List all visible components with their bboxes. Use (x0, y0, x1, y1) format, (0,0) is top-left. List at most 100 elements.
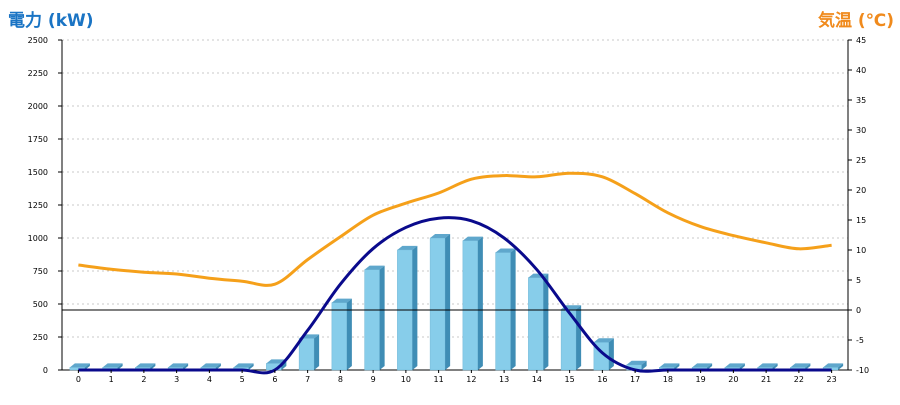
bar (298, 338, 315, 371)
temperature-line (78, 171, 832, 287)
bar-side (215, 363, 221, 370)
bar-side (248, 363, 254, 370)
left-tick-label: 0 (43, 366, 48, 375)
bar-side (346, 298, 352, 370)
x-tick-label: 10 (401, 375, 411, 384)
bar-top (823, 363, 844, 368)
bar-side (772, 363, 778, 370)
bar-side (707, 363, 713, 370)
x-tick-label: 22 (794, 375, 804, 384)
bar-top (364, 265, 385, 270)
x-tick-label: 15 (565, 375, 575, 384)
x-tick-label: 18 (663, 375, 673, 384)
right-tick-label: 10 (856, 246, 866, 255)
x-tick-label: 6 (272, 375, 277, 384)
bar-side (838, 363, 844, 370)
power-curve-line (78, 216, 832, 375)
bar-side (150, 363, 156, 370)
x-tick-label: 21 (761, 375, 771, 384)
bar-top (102, 363, 123, 368)
bar-top (626, 360, 647, 365)
x-tick-label: 14 (532, 375, 542, 384)
x-tick-label: 11 (434, 375, 444, 384)
x-tick-label: 12 (466, 375, 476, 384)
bar (364, 269, 380, 371)
left-tick-label: 1500 (28, 168, 48, 177)
bar-top (430, 234, 451, 238)
bar-side (641, 360, 647, 370)
right-tick-label: 30 (856, 126, 866, 135)
x-tick-label: 5 (240, 375, 245, 384)
right-tick-label: -5 (856, 336, 864, 345)
x-tick-label: 4 (207, 375, 212, 384)
left-tick-label: 2000 (28, 102, 48, 111)
bar-top (168, 363, 189, 368)
bar (331, 302, 348, 371)
x-tick-label: 9 (371, 375, 376, 384)
left-axis-title: 電力 (kW) (8, 11, 94, 31)
x-tick-label: 19 (696, 375, 706, 384)
bar-top (462, 236, 483, 241)
x-tick-label: 7 (305, 375, 310, 384)
x-tick-label: 16 (597, 375, 607, 384)
bar-side (314, 334, 320, 370)
x-tick-label: 23 (827, 375, 837, 384)
bar-side (805, 363, 811, 370)
left-tick-label: 1750 (28, 135, 48, 144)
bar-side (576, 305, 582, 370)
x-tick-label: 0 (76, 375, 81, 384)
right-tick-label: 40 (856, 66, 866, 75)
bar-top (495, 248, 516, 253)
bar-top (757, 363, 778, 368)
left-tick-label: 1250 (28, 201, 48, 210)
bar-top (659, 363, 680, 368)
right-tick-label: 35 (856, 96, 866, 105)
bar-top (69, 363, 90, 368)
bar-top (233, 363, 254, 368)
right-tick-label: -10 (856, 366, 869, 375)
bar (528, 277, 544, 371)
bar-side (477, 236, 483, 370)
bar-side (608, 338, 614, 370)
bar-side (510, 248, 516, 370)
right-tick-label: 25 (856, 156, 866, 165)
bar-side (379, 265, 385, 370)
bar (462, 240, 479, 371)
x-tick-label: 13 (499, 375, 509, 384)
x-tick-label: 1 (109, 375, 114, 384)
bar-side (739, 363, 745, 370)
left-tick-label: 500 (33, 300, 48, 309)
left-tick-label: 2500 (28, 36, 48, 45)
x-tick-label: 2 (141, 375, 146, 384)
bar-top (790, 363, 811, 368)
right-axis-title: 気温 (℃) (817, 11, 894, 31)
bar-side (674, 363, 680, 370)
left-tick-label: 2250 (28, 69, 48, 78)
bar-side (117, 363, 123, 370)
bar-side (183, 363, 189, 370)
bar-side (412, 245, 418, 370)
bar-top (397, 245, 418, 250)
right-tick-label: 20 (856, 186, 866, 195)
x-tick-label: 3 (174, 375, 179, 384)
x-tick-label: 17 (630, 375, 640, 384)
bar-top (593, 338, 614, 343)
bar-side (84, 363, 90, 370)
left-tick-label: 750 (33, 267, 48, 276)
x-tick-label: 20 (728, 375, 738, 384)
right-tick-label: 45 (856, 36, 866, 45)
right-tick-label: 5 (856, 276, 861, 285)
x-tick-label: 8 (338, 375, 343, 384)
bar-top (724, 363, 745, 368)
bar-top (135, 363, 156, 368)
bar-side (543, 273, 549, 370)
bar-top (200, 363, 221, 368)
bar-side (445, 234, 451, 370)
bar-top (692, 363, 713, 368)
bar (429, 237, 446, 371)
left-tick-label: 250 (33, 333, 48, 342)
left-tick-label: 1000 (28, 234, 48, 243)
bar (495, 252, 511, 371)
